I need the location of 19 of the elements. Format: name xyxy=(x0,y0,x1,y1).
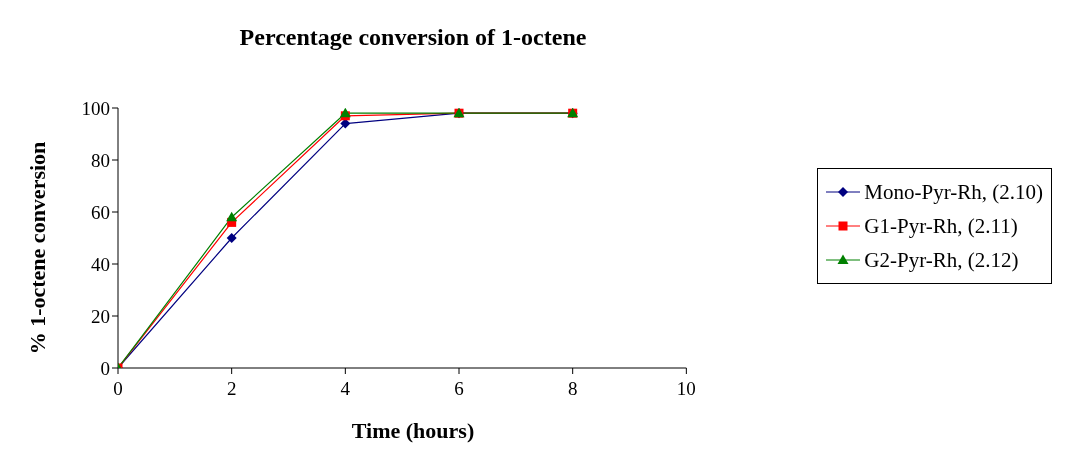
point xyxy=(226,211,238,222)
legend-label: G2-Pyr-Rh, (2.12) xyxy=(864,247,1019,274)
y-tick-label: 80 xyxy=(91,149,110,171)
y-tick-label: 0 xyxy=(100,357,110,379)
y-axis-title: % 1-octene conversion xyxy=(25,141,50,355)
x-tick-label: 8 xyxy=(567,378,578,400)
y-tick-label: 20 xyxy=(91,305,110,327)
y-tick-label: 40 xyxy=(91,253,110,275)
point xyxy=(226,233,237,243)
x-tick-label: 2 xyxy=(226,378,237,400)
x-axis-title: Time (hours) xyxy=(350,418,476,444)
x-tick-label: 10 xyxy=(676,378,696,400)
y-tick-label: 100 xyxy=(81,97,110,119)
x-tick-label: 4 xyxy=(340,378,351,400)
y-tick-label: 60 xyxy=(91,201,110,223)
chart-title: Percentage conversion of 1-octene xyxy=(238,24,588,51)
legend-label: Mono-Pyr-Rh, (2.10) xyxy=(864,179,1043,206)
x-tick-label: 6 xyxy=(454,378,464,400)
legend-label: G1-Pyr-Rh, (2.11) xyxy=(864,213,1018,240)
